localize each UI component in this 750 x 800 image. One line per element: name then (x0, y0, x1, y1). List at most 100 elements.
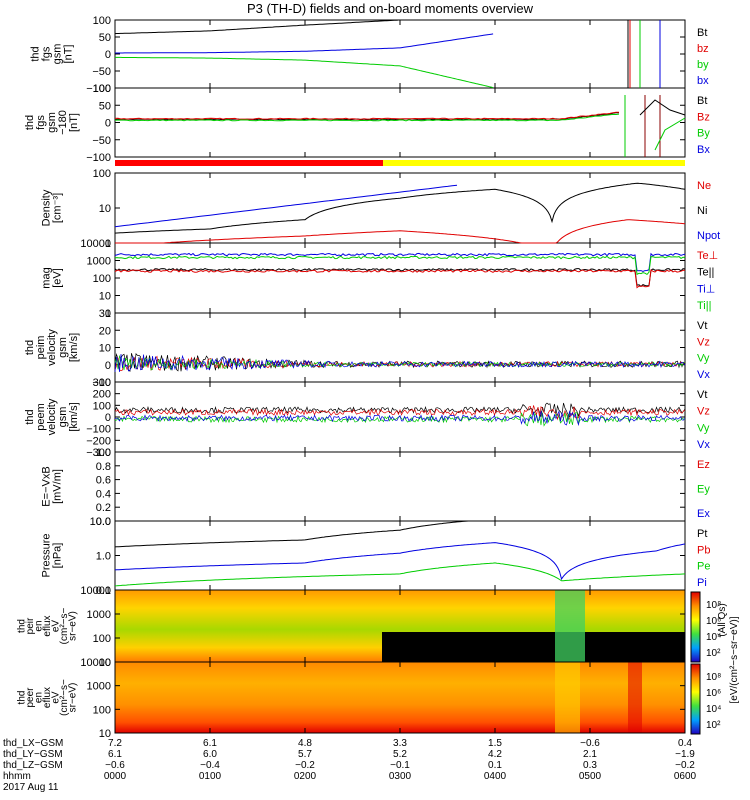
panel-fgs-ylabel: thd (30, 46, 42, 61)
panel-temp-tick: 1000 (87, 256, 111, 268)
panel-velE: thd peim velocity gsm [km/s] 30 20 10 0 −10 Vt Vz Vy… (24, 308, 710, 389)
panel-velE-ylabel: [km/s] (68, 333, 80, 362)
panel-efld-tick: 0.4 (96, 488, 111, 500)
series-dens-Npot (114, 184, 458, 228)
panel-fgs: thd fgs gsm [nT] 100 50 0 −50 −100 Bt bz by bx (30, 15, 710, 95)
legend-velE-Vy: Vy (697, 353, 710, 365)
panel-peir-tick: 1000 (87, 609, 111, 621)
panel-pres-tick: 1.0 (96, 551, 111, 563)
panel-peir-ylabel: eflux (42, 615, 53, 636)
panel-peer-tick: 100 (93, 704, 111, 716)
panel-fgs2-tick: 100 (93, 83, 111, 95)
velI-trace (114, 412, 686, 427)
panel-velI-tick: 200 (93, 389, 111, 401)
colorbar-top (690, 591, 701, 663)
plot-title: P3 (TH-D) fields and on-board moments ov… (247, 1, 534, 16)
series-pres-Pt (114, 520, 494, 548)
panel-peir-tick: 10 (99, 657, 111, 669)
panel-pres-frame (114, 520, 686, 591)
series-pres-Pi (114, 542, 686, 581)
panel-peir-tick: 100 (93, 633, 111, 645)
panel-velE-tick: 30 (99, 308, 111, 320)
series-fgs-by (115, 56, 494, 89)
panel-peir-ylabel: sr−eV) (68, 611, 79, 641)
colorbar-top-label: 10⁸ (706, 600, 721, 611)
legend-velE-Vt: Vt (697, 320, 707, 332)
xaxis-value: −0.2 (295, 760, 315, 771)
panel-velE-tick: 10 (99, 343, 111, 355)
xaxis-value: 0300 (389, 771, 412, 782)
legend-dens-Ne: Ne (697, 180, 711, 192)
legend-temp-Ti⊥: Ti⊥ (697, 283, 715, 295)
panel-efld-tick: 1.0 (96, 447, 111, 459)
panel-fgs2-ylabel: gsm (46, 112, 58, 133)
legend-pres-Pt: Pt (697, 528, 707, 540)
colorbar-top-label: 10² (706, 648, 721, 659)
xaxis-value: 0400 (484, 771, 507, 782)
panel-peir-tick: 10000 (80, 585, 111, 597)
panel-velE-ylabel: gsm (57, 337, 69, 358)
panel-peer-ylabel: en (34, 692, 45, 703)
panel-fgs2-ylabel: fgs (35, 115, 47, 130)
fgs2-trace (114, 111, 619, 120)
velI-trace (115, 410, 686, 427)
xaxis-value: 5.2 (393, 749, 407, 760)
colorbar-top-label: 10⁶ (706, 616, 721, 627)
xaxis-value: 6.0 (203, 749, 217, 760)
colorbar-bottom-label: 10⁴ (706, 704, 721, 715)
series-pres-Pe (114, 562, 686, 587)
temp-trace (114, 267, 686, 288)
panel-peer-ylabel: sr−eV) (68, 683, 79, 713)
legend-temp-Te⊥: Te⊥ (697, 250, 718, 262)
velE-trace (114, 353, 686, 373)
xaxis-value: −0.6 (580, 738, 600, 749)
colorbar-units-extra: (All Qs) (717, 603, 728, 636)
xaxis-value: 0.3 (583, 760, 597, 771)
panel-peir-ylabel: peir (25, 617, 36, 634)
panel-temp-tick: 10000 (80, 238, 111, 250)
panel-velI-tick: −100 (86, 424, 111, 436)
legend-efld-Ez: Ez (697, 459, 710, 471)
xaxis-value: 1.5 (488, 738, 502, 749)
spectrogram-green-band (555, 590, 585, 662)
fgs2-trace-end (639, 99, 686, 116)
xaxis-value: 7.2 (108, 738, 122, 749)
fgs2-trace-end-green (654, 117, 686, 151)
colorbar-bottom-label: 10⁸ (706, 672, 721, 683)
xaxis-value: 0000 (104, 771, 127, 782)
series-fgs-bx (115, 33, 494, 54)
panel-efld-tick: 0.2 (96, 502, 111, 514)
colorbar-bottom-label: 10² (706, 720, 721, 731)
panel-velI-tick: 100 (93, 400, 111, 412)
panel-velE-tick: −10 (92, 377, 111, 389)
legend-temp-Ti||: Ti|| (697, 300, 711, 312)
spectrogram-red-band (628, 662, 642, 733)
panel-fgs-tick: 50 (99, 32, 111, 44)
panel-dens-tick: 1 (105, 238, 111, 250)
panel-peer-tick: 10000 (80, 657, 111, 669)
spectrogram-peer (115, 662, 685, 733)
xaxis-date: 2017 Aug 11 (3, 782, 59, 793)
legend-velI-Vt: Vt (697, 389, 707, 401)
colorbar-bottom-label: 10⁶ (706, 688, 721, 699)
legend-fgs2-By: By (697, 128, 710, 140)
panel-velI-ylabel: velocity (46, 398, 58, 435)
xaxis-value: 2.1 (583, 749, 597, 760)
x-axis-table: thd_LX−GSM 7.2 6.1 4.8 3.3 1.5 −0.6 0.4thd_LY−G… (3, 738, 697, 793)
xaxis-value: 5.7 (298, 749, 312, 760)
panel-dens-ylabel: [cm⁻³] (52, 193, 64, 223)
panel-efld-ylabel: E=−VxB (41, 466, 53, 506)
xaxis-value: −0.1 (390, 760, 410, 771)
panel-efld-frame (114, 451, 686, 522)
xaxis-value: −0.2 (675, 760, 695, 771)
panel-temp: mag [eV] 10000 1000 100 10 1 Te⊥ Te|| Ti⊥ Ti|| (41, 238, 719, 320)
colorbar-units: [eV/(cm²−s−sr−eV)] (729, 616, 740, 703)
xaxis-value: 0200 (294, 771, 317, 782)
panel-velI-tick: 0 (105, 412, 111, 424)
xaxis-row-label: thd_LY−GSM (3, 749, 63, 760)
panel-peir-ylabel: (cm²−s− (59, 608, 70, 645)
xaxis-value: 4.8 (298, 738, 312, 749)
series-fgs-Bt (114, 19, 399, 35)
panel-fgs2-ylabel: [nT] (68, 113, 80, 132)
